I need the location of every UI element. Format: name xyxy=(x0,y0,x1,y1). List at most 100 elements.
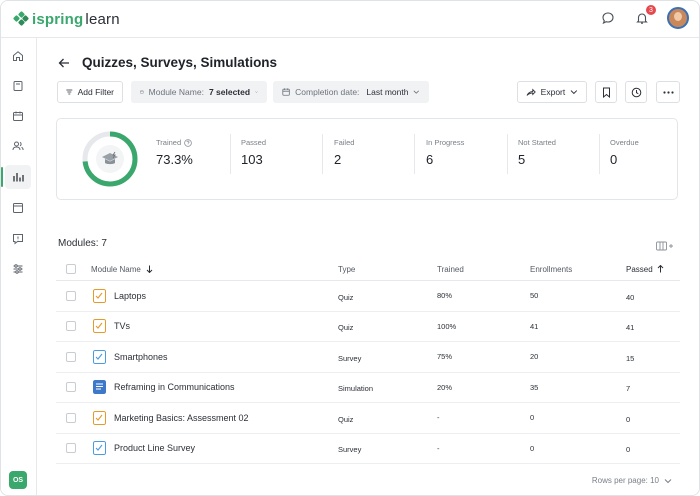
module-trained: 20% xyxy=(437,382,453,392)
column-header-passed[interactable]: Passed xyxy=(626,258,664,280)
module-passed: 7 xyxy=(626,384,631,394)
history-button[interactable] xyxy=(625,81,647,103)
sidebar-item-users[interactable] xyxy=(5,134,31,158)
module-name[interactable]: Product Line Survey xyxy=(114,443,196,454)
table-row[interactable]: Laptops Quiz 80% 50 40 xyxy=(56,281,680,312)
row-checkbox[interactable] xyxy=(66,443,76,454)
add-filter-label: Add Filter xyxy=(77,87,114,97)
clock-icon xyxy=(631,87,641,97)
stat-passed: Passed 103 xyxy=(241,138,266,182)
table-row[interactable]: Marketing Basics: Assessment 02 Quiz - 0 0 xyxy=(56,403,680,434)
table-row[interactable]: Product Line Survey Survey - 0 0 xyxy=(56,434,680,464)
module-name-cell: Marketing Basics: Assessment 02 xyxy=(93,403,249,433)
calendar-icon xyxy=(140,90,144,94)
feedback-icon xyxy=(13,234,23,245)
sort-up-icon xyxy=(657,265,664,273)
calendar-icon xyxy=(282,88,290,96)
calendar-icon xyxy=(13,111,23,121)
module-name-cell: Reframing in Communications xyxy=(93,373,235,403)
row-checkbox[interactable] xyxy=(66,290,76,301)
row-checkbox[interactable] xyxy=(66,412,76,423)
row-checkbox[interactable] xyxy=(66,351,76,362)
logo-mark-icon xyxy=(12,10,30,27)
sidebar-item-home[interactable] xyxy=(5,44,31,68)
module-type: Simulation xyxy=(338,384,374,394)
stat-in-progress-label: In Progress xyxy=(426,138,465,147)
sidebar-item-catalog[interactable] xyxy=(5,196,31,220)
quiz-icon xyxy=(93,319,106,334)
stat-not-started-value: 5 xyxy=(518,152,526,167)
table-row[interactable]: Smartphones Survey 75% 20 15 xyxy=(56,342,680,373)
row-checkbox-cell xyxy=(66,281,76,311)
chat-icon xyxy=(602,12,614,25)
chat-button[interactable] xyxy=(599,9,617,27)
row-checkbox[interactable] xyxy=(66,382,76,393)
sidebar-item-calendar[interactable] xyxy=(5,104,31,128)
completion-date-filter[interactable]: Completion date: Last month xyxy=(273,81,429,103)
column-settings-button[interactable] xyxy=(656,238,674,256)
user-initials-badge[interactable]: OS xyxy=(9,471,27,489)
bookmark-button[interactable] xyxy=(595,81,617,103)
quiz-icon xyxy=(93,288,106,303)
pagination[interactable]: Rows per page: 10 xyxy=(592,476,672,485)
page-header: Quizzes, Surveys, Simulations xyxy=(58,55,277,70)
table-header: Module Name Type Trained Enrollments Pas… xyxy=(56,258,680,281)
column-header-enrollments[interactable]: Enrollments xyxy=(530,264,573,274)
row-checkbox-cell xyxy=(66,373,76,403)
survey-icon xyxy=(93,349,106,364)
more-horizontal-icon xyxy=(662,90,674,94)
export-button[interactable]: Export xyxy=(517,81,587,103)
module-name[interactable]: Marketing Basics: Assessment 02 xyxy=(114,412,249,423)
table-row[interactable]: TVs Quiz 100% 41 41 xyxy=(56,312,680,342)
module-enrollments: 0 xyxy=(530,443,535,453)
sort-down-icon xyxy=(146,265,153,273)
bookmark-icon xyxy=(602,87,610,98)
select-all-checkbox[interactable] xyxy=(66,264,76,274)
module-trained: - xyxy=(437,413,440,423)
completion-date-filter-value: Last month xyxy=(366,87,409,97)
notifications-button[interactable]: 3 xyxy=(633,5,656,27)
module-enrollments: 41 xyxy=(530,321,539,331)
column-header-type[interactable]: Type xyxy=(338,264,356,274)
help-icon[interactable] xyxy=(184,138,192,147)
sidebar-item-reports[interactable] xyxy=(1,165,31,189)
sidebar-item-settings[interactable] xyxy=(5,257,31,281)
table-row[interactable]: Reframing in Communications Simulation 20%… xyxy=(56,373,680,403)
user-avatar[interactable] xyxy=(667,7,689,29)
stat-in-progress-value: 6 xyxy=(426,152,434,167)
module-type: Survey xyxy=(338,353,362,363)
ispring-logo[interactable]: ispring learn xyxy=(12,10,120,28)
module-name[interactable]: Laptops xyxy=(114,290,147,301)
completion-date-filter-label: Completion date: xyxy=(295,87,360,97)
row-checkbox[interactable] xyxy=(66,321,76,332)
module-name-filter[interactable]: Module Name: 7 selected xyxy=(131,81,267,103)
notification-badge: 3 xyxy=(646,5,656,15)
back-arrow-icon[interactable] xyxy=(58,57,70,69)
stat-trained-value: 73.3% xyxy=(156,152,193,167)
column-header-trained[interactable]: Trained xyxy=(437,264,464,274)
trained-progress-ring xyxy=(82,131,138,187)
sidebar-item-feedback[interactable] xyxy=(5,227,31,251)
catalog-icon xyxy=(13,203,23,213)
page-title: Quizzes, Surveys, Simulations xyxy=(82,55,278,70)
stat-trained: Trained 73.3% xyxy=(156,138,193,182)
header-actions: 3 xyxy=(599,5,689,29)
quiz-icon xyxy=(93,410,106,425)
column-header-name[interactable]: Module Name xyxy=(91,258,153,280)
chevron-down-icon xyxy=(570,90,578,95)
module-name[interactable]: TVs xyxy=(114,321,131,332)
add-filter-button[interactable]: Add Filter xyxy=(57,81,123,103)
more-options-button[interactable] xyxy=(656,81,680,103)
filter-icon xyxy=(66,89,73,95)
stat-passed-value: 103 xyxy=(241,152,263,167)
module-name-cell: Smartphones xyxy=(93,342,168,372)
module-name-cell: Product Line Survey xyxy=(93,434,195,464)
module-trained: 80% xyxy=(437,291,453,301)
export-label: Export xyxy=(540,87,566,97)
module-passed: 40 xyxy=(626,292,635,302)
module-name[interactable]: Reframing in Communications xyxy=(114,382,235,393)
sidebar-item-courses[interactable] xyxy=(5,74,31,98)
module-name[interactable]: Smartphones xyxy=(114,351,168,362)
module-enrollments: 20 xyxy=(530,352,539,362)
module-name-filter-value: 7 selected xyxy=(208,87,251,97)
